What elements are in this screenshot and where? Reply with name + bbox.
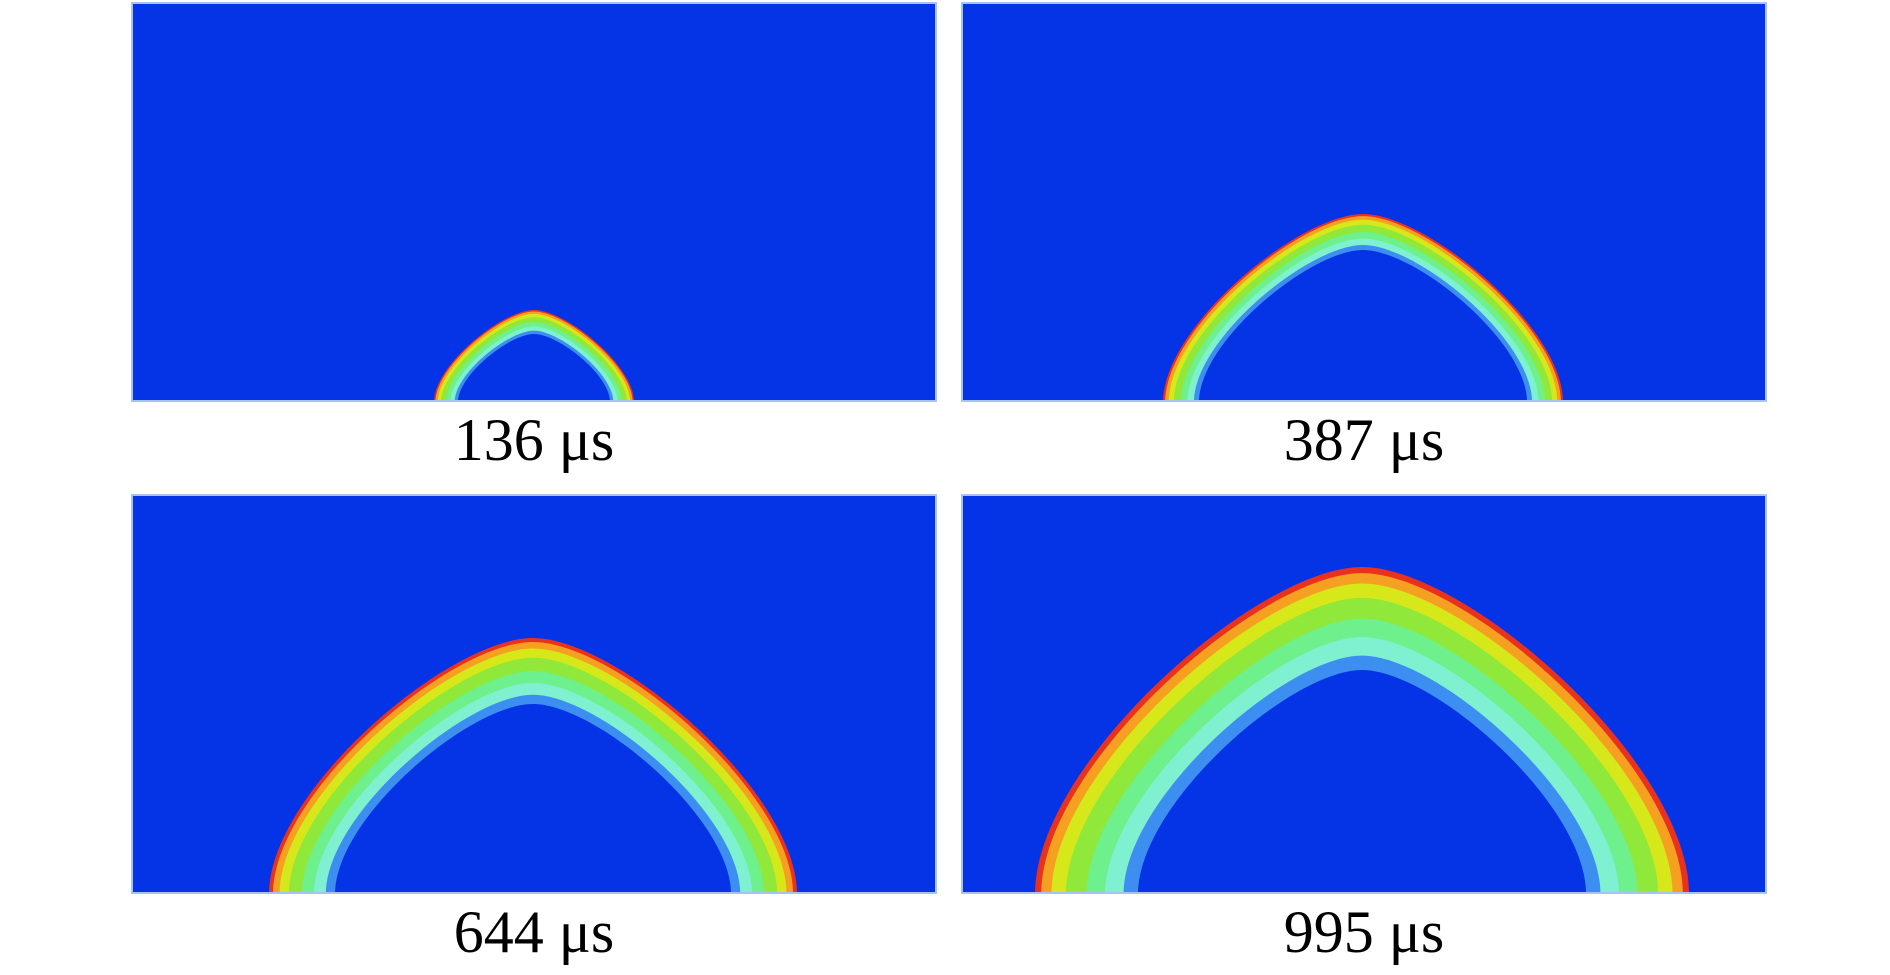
panel-border — [961, 2, 1767, 402]
plume-core — [1199, 250, 1527, 402]
plume-core — [458, 334, 610, 402]
panel-border — [131, 2, 937, 402]
time-label: 136 μs — [454, 407, 615, 473]
time-label: 644 μs — [454, 899, 615, 965]
simulation-panel — [961, 494, 1767, 894]
panel-border — [131, 494, 937, 894]
simulation-panel — [961, 2, 1767, 402]
time-label: 995 μs — [1284, 899, 1445, 965]
simulation-panel — [131, 494, 937, 894]
plume-core — [1138, 670, 1586, 894]
time-label: 387 μs — [1284, 407, 1445, 473]
simulation-panel — [131, 2, 937, 402]
panel-border — [961, 494, 1767, 894]
plume-core — [335, 704, 731, 894]
